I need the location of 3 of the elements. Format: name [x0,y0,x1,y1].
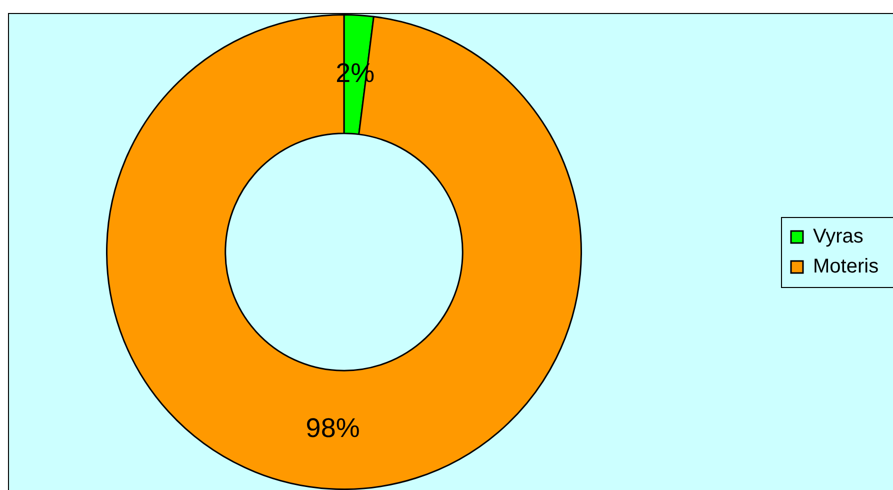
legend-label: Moteris [813,256,879,278]
data-label: 98% [306,413,360,444]
legend-label: Vyras [813,226,864,248]
